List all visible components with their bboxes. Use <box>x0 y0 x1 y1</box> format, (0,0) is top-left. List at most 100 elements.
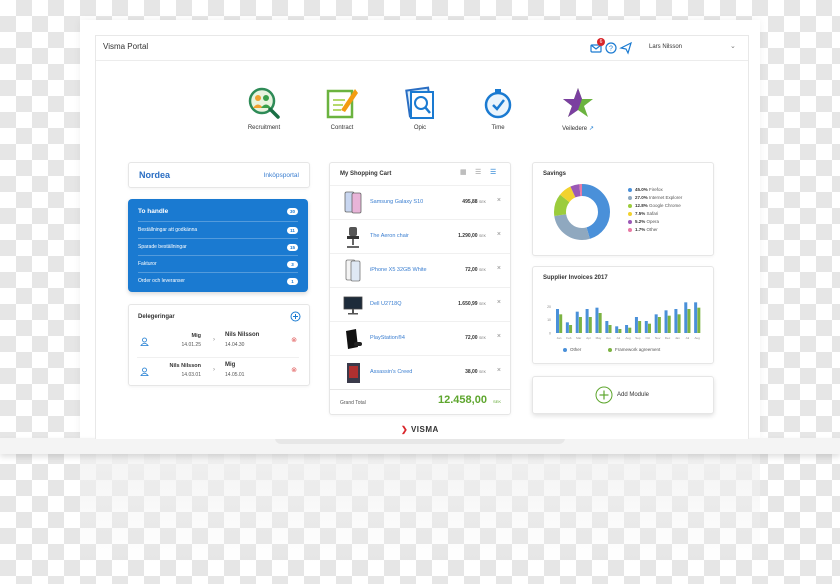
x-tick-label: Jan <box>557 336 562 340</box>
cart-item[interactable]: The Aeron chair 1.290,00 SEK × <box>330 219 510 254</box>
row-label: Beställningar att godkänna <box>138 227 198 233</box>
visma-logo: ❯ VISMA <box>401 425 439 434</box>
to-handle-row[interactable]: Beställningar att godkänna 11 <box>138 221 298 239</box>
remove-icon[interactable]: ⊗ <box>291 337 297 344</box>
pie-slice <box>554 184 610 240</box>
x-tick-label: Aug <box>625 336 631 340</box>
remove-item-icon[interactable]: × <box>496 333 501 340</box>
external-link-icon: ↗ <box>588 126 594 132</box>
contract-icon <box>326 89 358 119</box>
to-handle-row[interactable]: Fakturor 3 <box>138 255 298 273</box>
app-label: Time <box>491 125 505 131</box>
row-count: 15 <box>287 244 298 251</box>
cart-item[interactable]: Samsung Galaxy S10 495,88 SEK × <box>330 185 510 220</box>
add-module-button[interactable]: Add Module <box>532 376 714 414</box>
visma-mark-icon: ❯ <box>401 425 409 434</box>
stopwatch-icon <box>484 89 512 119</box>
cart-item[interactable]: Dell U2718Q 1.650,99 SEK × <box>330 287 510 322</box>
x-tick-label: Mar <box>576 336 581 340</box>
supplier-invoices-card: Supplier Invoices 2017 0 10 20 Jan Feb Mar Apr… <box>532 266 714 364</box>
detail-view-icon[interactable]: ☰ <box>490 169 497 176</box>
send-icon[interactable] <box>619 41 633 55</box>
delegation-row[interactable]: Nils Nilsson 14.03.01 › Mig 14.05.01 ⊗ <box>137 357 299 387</box>
item-name: The Aeron chair <box>370 233 409 239</box>
app-label: Contract <box>330 125 354 131</box>
app-veiledere[interactable]: Veiledere ↗ <box>538 86 618 132</box>
x-tick-label: Aug <box>694 336 700 340</box>
y-tick-label: 0 <box>549 332 551 336</box>
invoice-legend-framework: Framework agreement <box>608 347 660 352</box>
x-tick-label: Sep <box>635 336 641 340</box>
remove-item-icon[interactable]: × <box>496 197 501 204</box>
row-count: 3 <box>287 261 298 268</box>
app-opic[interactable]: Opic <box>380 86 460 131</box>
list-view-icon[interactable]: ☰ <box>475 169 482 176</box>
bar-other <box>565 322 569 333</box>
item-price: 495,88 SEK <box>462 199 486 205</box>
add-delegation-icon[interactable] <box>290 311 301 322</box>
from-name: Nils Nilsson <box>169 363 201 369</box>
grid-view-icon[interactable]: ▦ <box>460 169 467 176</box>
x-tick-label: Jul <box>616 336 620 340</box>
bar-framework <box>677 314 681 333</box>
plus-icon <box>595 386 613 404</box>
pie-slice <box>554 184 610 240</box>
x-tick-label: Jun <box>606 336 611 340</box>
notification-badge: 6 <box>597 38 605 46</box>
legend-item: 5.2% Opera <box>628 219 659 224</box>
bar-other <box>575 311 579 333</box>
item-name: Dell U2718Q <box>370 301 402 307</box>
app-label: Veiledere ↗ <box>562 126 594 132</box>
bar-framework <box>559 314 563 333</box>
cart-item[interactable]: PlayStation®4 72,00 SEK × <box>330 321 510 356</box>
chevron-down-icon[interactable]: ⌄ <box>730 43 736 50</box>
bar-framework <box>569 325 573 333</box>
bar-other <box>654 314 658 333</box>
app-time[interactable]: Time <box>458 86 538 131</box>
to-handle-row[interactable]: Sparade beställningar 15 <box>138 238 298 256</box>
bar-framework <box>687 309 691 333</box>
help-icon[interactable]: ? <box>604 41 618 55</box>
legend-item: 1.7% Other <box>628 227 658 232</box>
iphone-image <box>345 259 361 282</box>
mail-icon[interactable] <box>589 41 603 55</box>
bar-other <box>634 317 638 333</box>
app-contract[interactable]: Contract <box>302 86 382 131</box>
delegation-row[interactable]: Mig 14.01.25 › Nils Nilsson 14.04.30 ⊗ <box>137 327 299 358</box>
legend-dot <box>628 187 632 192</box>
cart-item[interactable]: Assassin's Creed 38,00 SEK × <box>330 355 510 390</box>
item-price: 72,00 SEK <box>465 335 486 341</box>
remove-item-icon[interactable]: × <box>496 367 501 374</box>
bar-other <box>674 309 678 333</box>
cart-title: My Shopping Cart <box>340 171 392 177</box>
app-recruitment[interactable]: Recruitment <box>224 86 304 131</box>
row-label: Sparade beställningar <box>138 244 187 250</box>
legend-dot <box>628 203 632 208</box>
row-label: Fakturor <box>138 261 157 267</box>
user-name[interactable]: Lars Nilsson <box>649 44 683 50</box>
item-name: iPhone X5 32GB White <box>370 267 427 273</box>
inkopsportal-link[interactable]: Inköpsportal <box>263 172 299 179</box>
app-label: Recruitment <box>247 125 281 131</box>
to-handle-title: To handle <box>138 208 169 215</box>
cart-item[interactable]: iPhone X5 32GB White 72,00 SEK × <box>330 253 510 288</box>
cart-total: Grand Total 12.458,00 SEK <box>330 389 510 415</box>
bar-framework <box>648 323 651 333</box>
remove-item-icon[interactable]: × <box>496 265 501 272</box>
from-date: 14.03.01 <box>181 372 201 378</box>
x-tick-label: Apr <box>586 336 591 340</box>
remove-icon[interactable]: ⊗ <box>291 367 297 374</box>
to-handle-row[interactable]: Order och leveranser 1 <box>138 272 298 290</box>
row-label: Order och leveranser <box>138 278 185 284</box>
legend-item: 7.5% Safari <box>628 211 658 216</box>
item-price: 72,00 SEK <box>465 267 486 273</box>
laptop-notch <box>275 438 565 444</box>
remove-item-icon[interactable]: × <box>496 231 501 238</box>
savings-card: Savings 45.0% Firefox 27.0% Internet Exp… <box>532 162 714 256</box>
legend-dot <box>628 195 632 200</box>
phone-image <box>344 191 362 214</box>
remove-item-icon[interactable]: × <box>496 299 501 306</box>
bar-framework <box>588 317 592 333</box>
invoices-title: Supplier Invoices 2017 <box>543 275 608 281</box>
bar-framework <box>667 315 671 333</box>
